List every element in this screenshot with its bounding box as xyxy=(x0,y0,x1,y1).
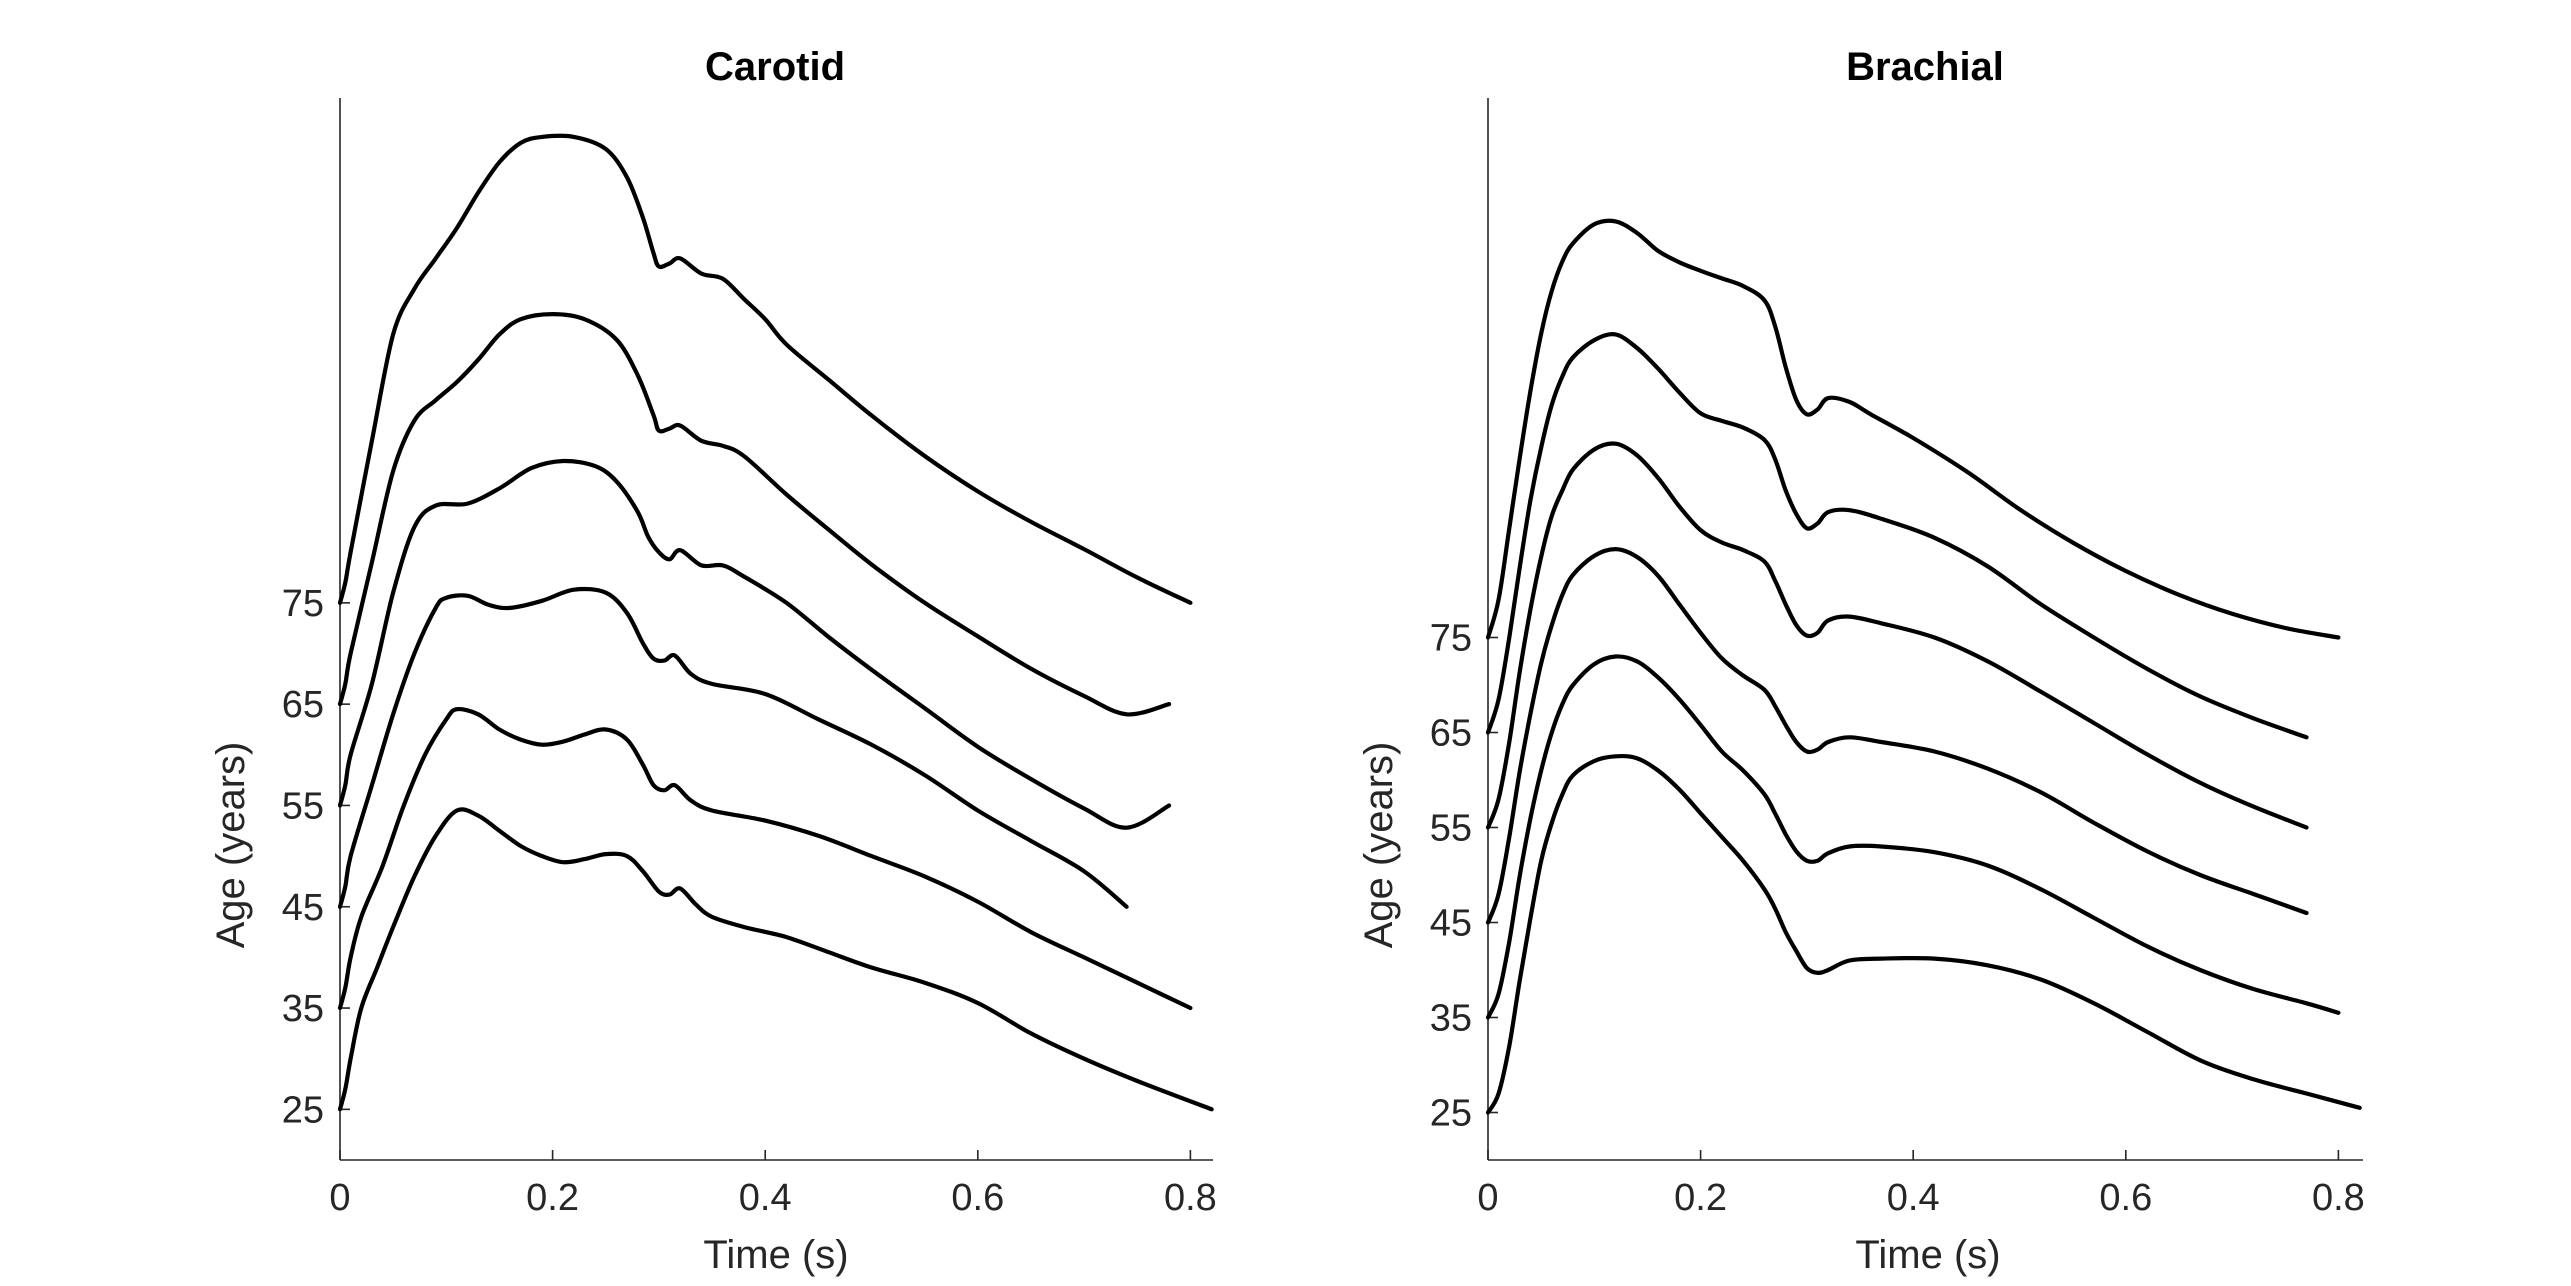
carotid-waveform-age-65 xyxy=(337,312,1172,717)
carotid-x-tick-label: 0.4 xyxy=(739,1177,792,1219)
brachial-y-tick-label: 55 xyxy=(1430,808,1472,850)
carotid-x-tick-label: 0.6 xyxy=(951,1177,1004,1219)
carotid-y-tick-label: 35 xyxy=(282,988,324,1030)
brachial-y-axis-label: Age (years) xyxy=(1357,742,1401,949)
brachial-x-axis-label: Time (s) xyxy=(1855,1233,2000,1277)
carotid-y-tick-label: 25 xyxy=(282,1089,324,1131)
carotid-x-axis-label: Time (s) xyxy=(703,1233,848,1277)
carotid-title: Carotid xyxy=(705,45,845,89)
carotid-waveform-age-55 xyxy=(337,458,1172,830)
carotid-x-ticks: 0 0.2 0.4 0.6 0.8 xyxy=(329,1150,1217,1219)
brachial-y-tick-label: 25 xyxy=(1430,1093,1472,1135)
carotid-waveform-age-25 xyxy=(337,807,1214,1112)
brachial-title: Brachial xyxy=(1846,45,2004,89)
brachial-waveform-age-35 xyxy=(1485,654,2341,1020)
brachial-y-tick-label: 65 xyxy=(1430,713,1472,755)
brachial-x-tick-label: 0.2 xyxy=(1674,1177,1727,1219)
brachial-waveform-age-75 xyxy=(1485,218,2341,640)
brachial-panel: Brachial 0 0.2 0.4 0.6 0.8 25 35 45 55 65 75 Time… xyxy=(1357,45,2365,1277)
carotid-panel: Carotid 0 0.2 0.4 0.6 0.8 25 35 45 55 65 75 Time … xyxy=(209,45,1217,1277)
brachial-waveform-age-65 xyxy=(1485,332,2309,740)
brachial-y-tick-label: 35 xyxy=(1430,998,1472,1040)
brachial-x-ticks: 0 0.2 0.4 0.6 0.8 xyxy=(1477,1150,2365,1219)
carotid-waveform-age-35 xyxy=(337,706,1193,1011)
carotid-x-tick-label: 0.8 xyxy=(1164,1177,1217,1219)
brachial-x-tick-label: 0.6 xyxy=(2099,1177,2152,1219)
brachial-waveform-age-25 xyxy=(1485,753,2362,1115)
brachial-x-tick-label: 0 xyxy=(1477,1177,1498,1219)
carotid-y-tick-label: 55 xyxy=(282,785,324,827)
carotid-y-axis-label: Age (years) xyxy=(209,742,253,949)
carotid-y-tick-label: 75 xyxy=(282,583,324,625)
carotid-waveform-age-75 xyxy=(337,133,1193,605)
carotid-waveform-age-45 xyxy=(337,586,1129,909)
brachial-x-tick-label: 0.8 xyxy=(2312,1177,2365,1219)
carotid-y-ticks: 25 35 45 55 65 75 xyxy=(282,583,350,1131)
brachial-series xyxy=(1485,218,2362,1115)
brachial-waveform-age-45 xyxy=(1485,546,2309,925)
brachial-waveform-age-55 xyxy=(1485,441,2309,830)
carotid-x-tick-label: 0 xyxy=(329,1177,350,1219)
brachial-x-tick-label: 0.4 xyxy=(1887,1177,1940,1219)
carotid-series xyxy=(337,133,1214,1112)
carotid-x-tick-label: 0.2 xyxy=(526,1177,579,1219)
brachial-y-ticks: 25 35 45 55 65 75 xyxy=(1430,618,1498,1135)
brachial-y-tick-label: 45 xyxy=(1430,903,1472,945)
carotid-y-tick-label: 45 xyxy=(282,887,324,929)
brachial-y-tick-label: 75 xyxy=(1430,618,1472,660)
carotid-y-tick-label: 65 xyxy=(282,684,324,726)
